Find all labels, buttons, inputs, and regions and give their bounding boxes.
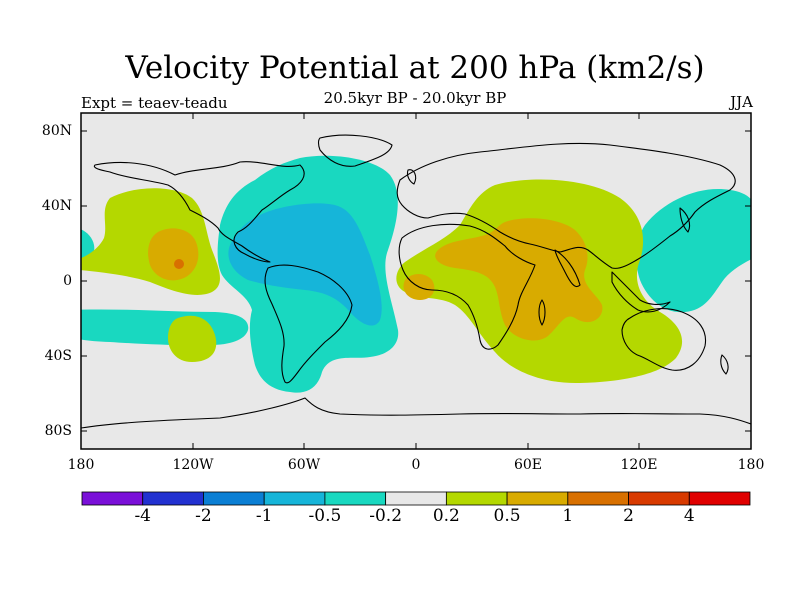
lat-label-40n: 40N [41, 198, 72, 214]
colorbar [81, 491, 751, 506]
lon-label-180e: 180 [737, 457, 765, 473]
lon-label-60e: 60E [513, 457, 543, 473]
coast-japan [679, 207, 691, 233]
coast-greenland [317, 134, 393, 167]
map-subtitle: 20.5kyr BP - 20.0kyr BP [323, 89, 507, 107]
contour-neg-pacific-east [81, 309, 249, 346]
colorbar-label: -1 [255, 506, 273, 526]
coast-north-america [93, 161, 305, 263]
colorbar-label: -0.5 [308, 506, 342, 526]
colorbar-label: -4 [134, 506, 151, 526]
colorbar-label: 2 [623, 506, 634, 526]
colorbar-box-10 [688, 491, 751, 506]
coastlines [81, 134, 751, 429]
coast-india [554, 249, 581, 288]
map-title: Velocity Potential at 200 hPa (km2/s) [125, 50, 705, 86]
season-label: JJA [730, 93, 753, 111]
colorbar-label: 1 [562, 506, 574, 526]
coast-new-zealand [720, 354, 729, 375]
lat-label-80n: 80N [41, 123, 72, 139]
coast-australia [621, 308, 707, 371]
lon-label-60w: 60W [287, 457, 321, 473]
lat-ticks [81, 130, 751, 432]
contour-pos-med-africa [435, 218, 603, 341]
coast-south-america [264, 264, 353, 384]
colorbar-label: 0.5 [493, 506, 521, 526]
coast-africa [398, 223, 536, 350]
coast-antarctica [81, 397, 751, 429]
colorbar-box-6 [445, 491, 508, 506]
contour-neg-pacific-west [636, 189, 751, 313]
colorbar-box-3 [263, 491, 326, 506]
colorbar-box-5 [385, 491, 447, 506]
colorbar-label: 4 [683, 506, 695, 526]
lon-label-180w: 180 [67, 457, 95, 473]
colorbar-label: -0.2 [369, 506, 403, 526]
colorbar-box-4 [324, 491, 387, 506]
lat-label-40s: 40S [44, 348, 72, 364]
contour-pos-med-pacific [148, 228, 199, 281]
contour-neg-atlantic-core [228, 203, 382, 326]
colorbar-box-8 [567, 491, 629, 506]
contour-pos-strong-pacific [174, 259, 184, 269]
colorbar-box-0 [81, 491, 144, 506]
lon-label-120w: 120W [172, 457, 214, 473]
colorbar-box-7 [506, 491, 569, 506]
colorbar-label: -2 [195, 506, 212, 526]
contour-fields [81, 134, 751, 429]
lon-ticks [192, 113, 640, 449]
colorbar-box-1 [142, 491, 204, 506]
colorbar-label: 0.2 [432, 506, 460, 526]
experiment-label: Expt = teaev-teadu [81, 94, 228, 112]
colorbar-box-2 [203, 491, 265, 506]
coast-madagascar [538, 299, 546, 326]
coast-southeast-asia [611, 271, 671, 313]
lat-label-0: 0 [63, 273, 72, 289]
colorbar-box-9 [628, 491, 690, 506]
lon-label-0: 0 [411, 457, 421, 473]
lon-label-120e: 120E [620, 457, 658, 473]
lat-label-80s: 80S [44, 423, 72, 439]
coast-uk [406, 169, 417, 185]
coast-eurasia [396, 142, 736, 269]
contour-pos-pacific-south [168, 315, 217, 362]
